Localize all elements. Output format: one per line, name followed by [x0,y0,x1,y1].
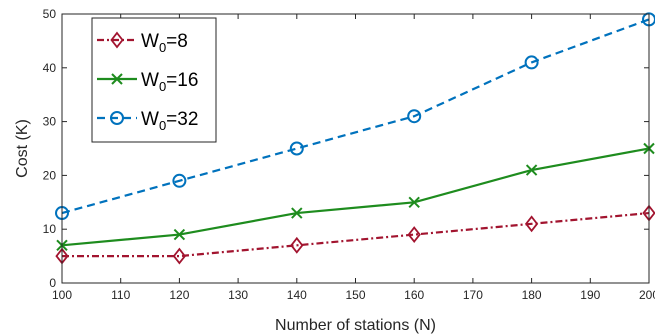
legend-label-3: W0=32 [141,109,198,133]
series-line-3 [61,18,650,215]
x-tick-label: 130 [228,288,248,302]
series-3-point-5 [524,55,539,70]
x-axis-label: Number of stations (N) [275,317,436,334]
x-tick-label: 200 [639,288,655,302]
y-tick-label: 10 [43,222,57,236]
series-3 [55,12,655,221]
y-tick-label: 20 [43,168,57,182]
x-tick-label: 170 [463,288,483,302]
legend-entry-2: W0=16 [97,70,198,94]
x-tick-label: 180 [522,288,542,302]
legend-marker-3 [110,111,124,125]
y-tick-label: 40 [43,61,57,75]
series-1-point-3 [290,236,304,254]
legend-marker-2 [111,73,123,85]
series-2-point-3 [291,207,303,219]
series-1 [55,204,655,265]
series-line-1 [62,211,650,258]
legend-label-1: W0=8 [141,31,188,55]
legend-entry-1: W0=8 [97,31,188,55]
x-tick-label: 120 [169,288,189,302]
series-1-point-5 [524,215,539,233]
series-1-point-2 [172,247,187,265]
series-2-point-2 [173,228,186,241]
x-tick-label: 110 [111,288,130,302]
series-3-point-4 [407,109,422,124]
series-3-point-2 [172,173,187,188]
x-tick-label: 160 [404,288,424,302]
legend-entry-3: W0=32 [97,109,198,133]
x-tick-label: 190 [580,288,600,302]
legend-label-2: W0=16 [141,70,198,94]
series-2-point-4 [408,196,420,209]
x-tick-label: 100 [52,288,72,302]
x-tick-label: 140 [287,288,307,302]
x-tick-label: 150 [345,288,365,302]
series-3-point-3 [289,141,304,156]
series-line-2 [61,147,650,247]
y-tick-label: 50 [43,7,57,21]
ticks-layer: 100 110 120 130 140 150 160 170 180 190 200 0 10 20 30… [43,7,655,302]
series-1-point-4 [407,226,421,244]
series-layer [55,12,655,265]
y-axis-label: Cost (K) [14,119,31,178]
y-tick-label: 0 [49,276,56,290]
series-2-point-5 [525,164,538,176]
y-tick-label: 30 [43,115,57,129]
legend: W0=8 W0=16 W0=32 [91,17,217,143]
series-2 [56,142,655,252]
legend-marker-1 [110,31,124,49]
